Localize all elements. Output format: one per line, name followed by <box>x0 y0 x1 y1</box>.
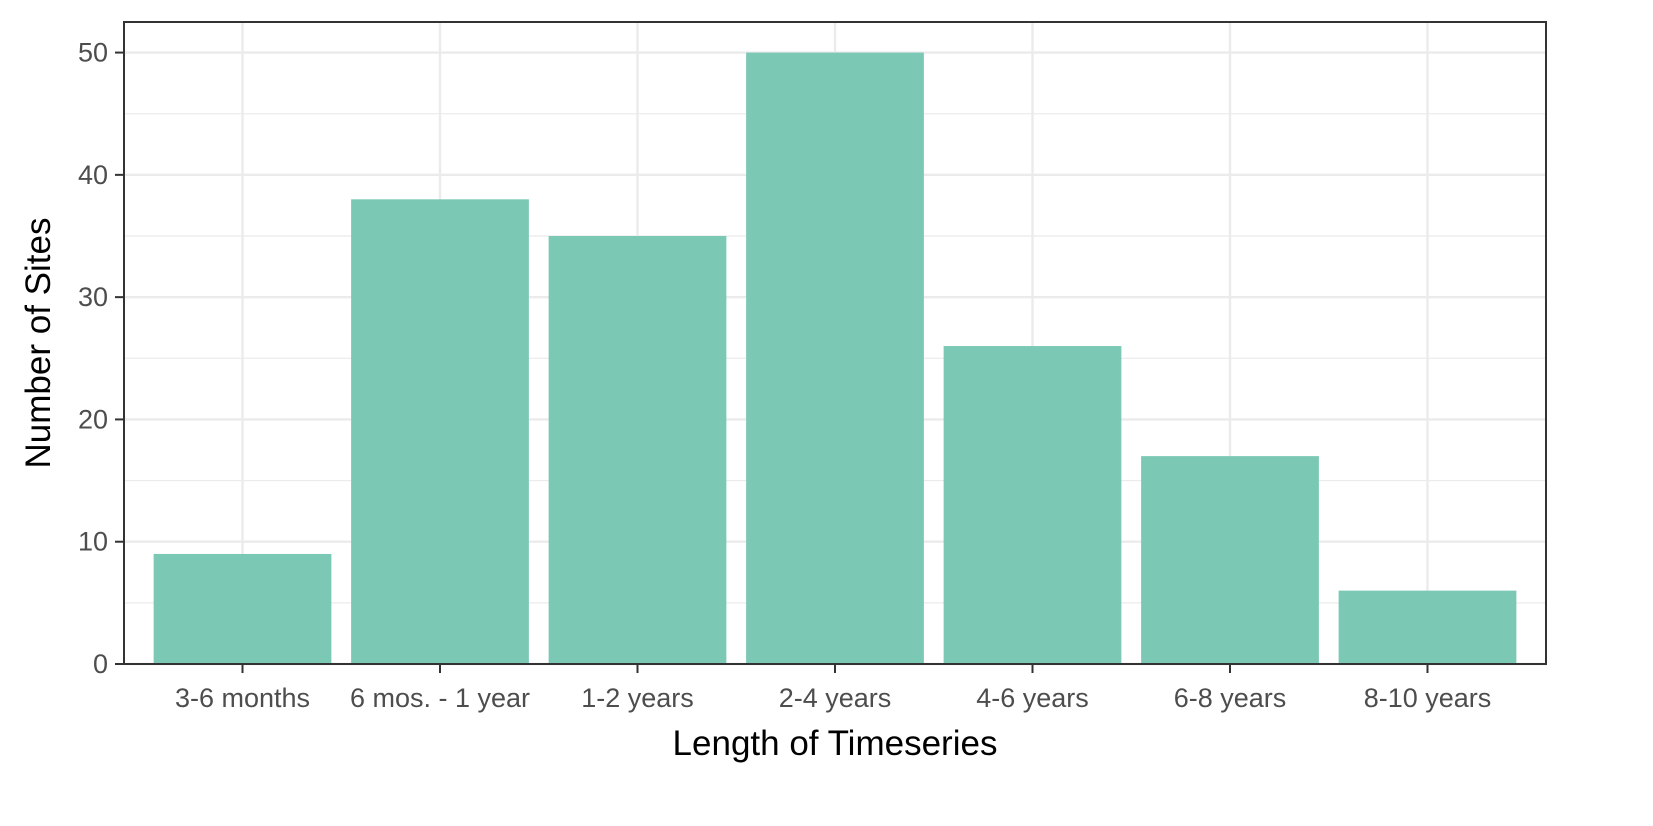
x-tick-label: 3-6 months <box>175 683 310 713</box>
x-tick-label: 1-2 years <box>581 683 694 713</box>
x-axis-title: Length of Timeseries <box>673 724 998 763</box>
y-tick-label: 50 <box>78 38 108 68</box>
y-axis-title: Number of Sites <box>19 218 58 469</box>
x-tick-label: 4-6 years <box>976 683 1089 713</box>
x-axis-ticks: 3-6 months 6 mos. - 1 year 1-2 years 2-4 ye… <box>175 664 1491 713</box>
bar <box>943 346 1122 664</box>
bar <box>153 553 332 664</box>
bar <box>1338 590 1517 664</box>
y-tick-label: 0 <box>93 649 108 679</box>
bar <box>1141 456 1319 664</box>
x-tick-label: 8-10 years <box>1364 683 1492 713</box>
bar <box>351 199 529 665</box>
x-tick-label: 6-8 years <box>1174 683 1287 713</box>
bars <box>153 52 1517 665</box>
x-tick-label: 6 mos. - 1 year <box>350 683 530 713</box>
y-tick-label: 40 <box>78 160 108 190</box>
bar <box>548 236 727 664</box>
bar <box>746 52 924 665</box>
y-axis-ticks: 0 10 20 30 40 50 <box>78 38 124 679</box>
y-tick-label: 10 <box>78 527 108 557</box>
y-tick-label: 30 <box>78 282 108 312</box>
y-tick-label: 20 <box>78 404 108 434</box>
x-tick-label: 2-4 years <box>779 683 892 713</box>
